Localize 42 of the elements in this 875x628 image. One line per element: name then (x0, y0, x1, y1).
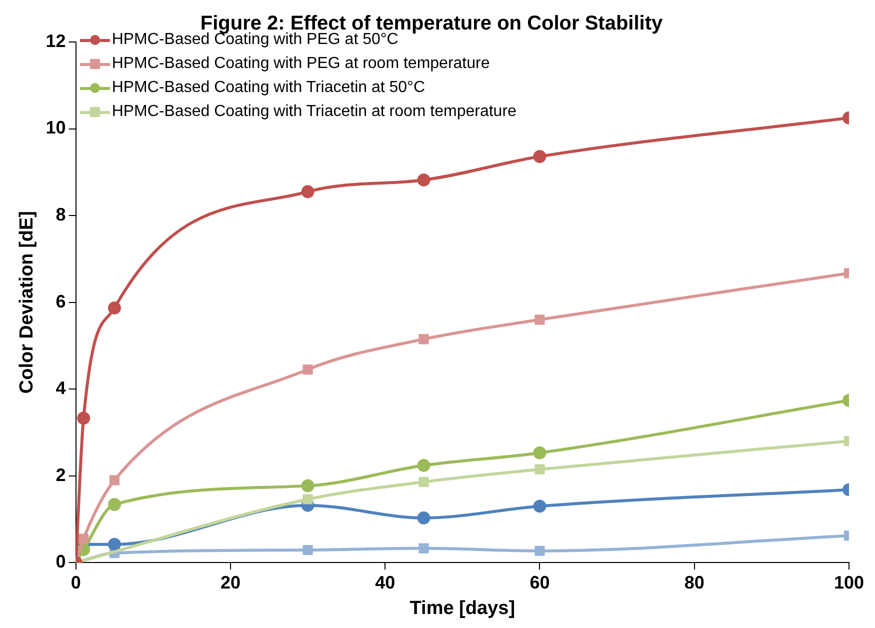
point (533, 446, 546, 460)
point (78, 534, 89, 544)
point (418, 543, 429, 554)
point (109, 475, 120, 486)
point (417, 511, 430, 524)
x-tick-label: 60 (530, 572, 550, 592)
legend-label: HPMC-Based Coating with PEG at 50°C (112, 31, 398, 50)
point (534, 464, 545, 474)
point (108, 301, 121, 314)
legend-label: HPMC-Based Coating with Triacetin at 50°C (112, 78, 426, 98)
x-axis-title: Time [days] (410, 598, 516, 619)
point (418, 334, 429, 344)
point (108, 498, 121, 511)
legend-label: HPMC-Based Coating with Triacetin at room temperature (112, 102, 516, 122)
y-tick-label: 2 (56, 464, 66, 485)
point (417, 458, 430, 472)
point (302, 544, 313, 556)
point (533, 150, 546, 164)
point (302, 364, 313, 375)
x-tick-label: 80 (684, 572, 704, 592)
point (534, 314, 545, 325)
point (417, 173, 430, 186)
y-tick-label: 12 (46, 30, 66, 51)
x-tick-label: 40 (375, 572, 396, 592)
point (302, 494, 313, 504)
point (418, 476, 429, 487)
point (108, 538, 121, 551)
x-tick-label: 0 (70, 572, 81, 592)
y-tick-label: 10 (46, 118, 66, 138)
point (533, 500, 546, 513)
y-tick-label: 0 (56, 552, 66, 572)
y-axis-title: Color Deviation [dE] (16, 210, 38, 394)
x-tick-label: 20 (220, 572, 240, 592)
x-tick-label: 100 (834, 572, 864, 592)
point (534, 546, 545, 556)
legend-label: HPMC-Based Coating with PEG at room temperature (112, 54, 490, 74)
point (301, 185, 314, 198)
point (301, 479, 314, 492)
point (77, 412, 90, 425)
y-tick-label: 4 (56, 378, 66, 398)
y-tick-label: 6 (56, 291, 66, 312)
y-tick-label: 8 (56, 204, 66, 224)
